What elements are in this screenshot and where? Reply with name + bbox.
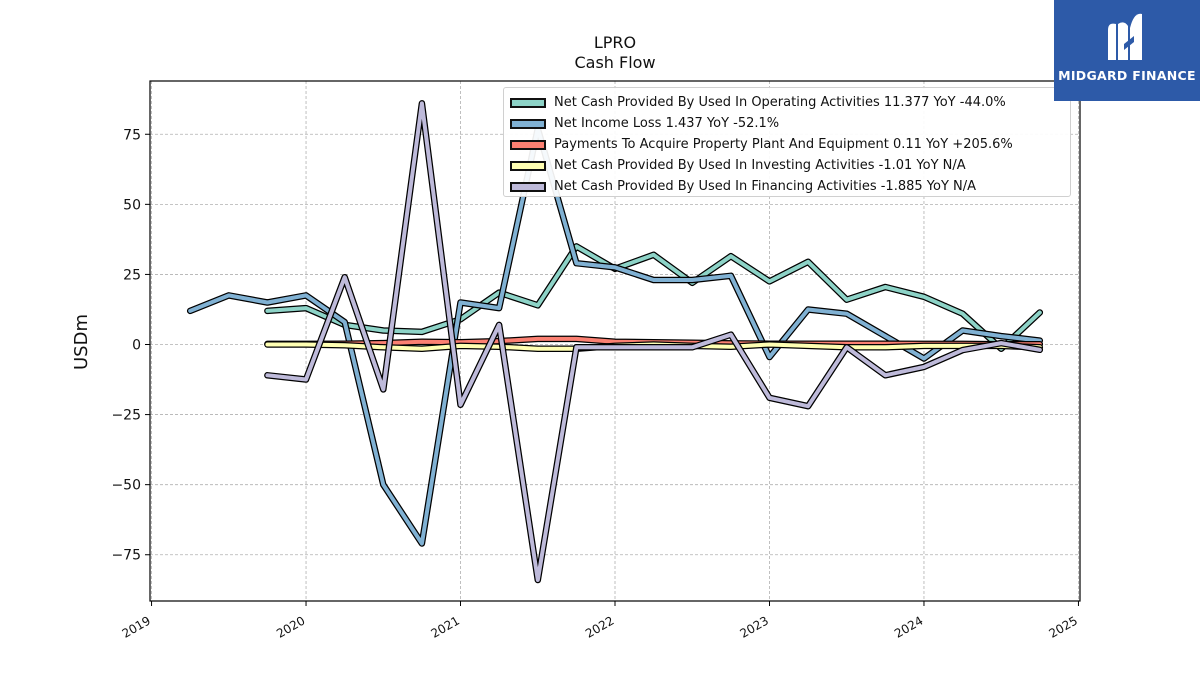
legend-swatch (510, 118, 546, 129)
x-tick-label: 2024 (892, 613, 925, 640)
legend-item: Net Cash Provided By Used In Operating A… (510, 92, 1064, 113)
x-tick-label: 2025 (1047, 613, 1080, 640)
legend-label: Payments To Acquire Property Plant And E… (554, 137, 1013, 152)
y-axis-label: USDm (71, 314, 92, 370)
x-tick-label: 2022 (583, 613, 616, 640)
y-tick-label: 25 (123, 267, 141, 283)
brand-logo-text: MIDGARD FINANCE (1058, 68, 1196, 83)
chart-legend: Net Cash Provided By Used In Operating A… (503, 87, 1071, 197)
legend-label: Net Income Loss 1.437 YoY -52.1% (554, 116, 780, 131)
series-line-0 (265, 244, 1042, 351)
legend-swatch (510, 160, 546, 171)
legend-swatch (510, 97, 546, 108)
y-tick-label: 0 (132, 338, 141, 354)
legend-swatch (510, 181, 546, 192)
x-tick-label: 2023 (738, 613, 771, 640)
y-tick-label: −75 (111, 548, 141, 564)
x-tick-label: 2021 (429, 613, 462, 640)
y-tick-label: −50 (111, 478, 141, 494)
legend-swatch (510, 139, 546, 150)
legend-item: Net Cash Provided By Used In Investing A… (510, 155, 1064, 176)
x-tick-label: 2020 (274, 613, 307, 640)
chart-title: LPRO (593, 33, 637, 52)
brand-mark-icon (1108, 13, 1142, 61)
series-lines (186, 100, 1044, 584)
y-tick-label: 75 (123, 127, 141, 143)
legend-label: Net Cash Provided By Used In Operating A… (554, 95, 1006, 110)
y-tick-label: −25 (111, 408, 141, 424)
x-tick-label: 2019 (120, 613, 153, 640)
brand-logo: MIDGARD FINANCE (1054, 0, 1200, 101)
legend-item: Payments To Acquire Property Plant And E… (510, 134, 1064, 155)
series-line-4 (265, 101, 1042, 582)
y-tick-label: 50 (123, 197, 141, 213)
legend-item: Net Income Loss 1.437 YoY -52.1% (510, 113, 1064, 134)
chart-subtitle: Cash Flow (574, 53, 656, 72)
legend-label: Net Cash Provided By Used In Financing A… (554, 179, 977, 194)
legend-label: Net Cash Provided By Used In Investing A… (554, 158, 966, 173)
legend-item: Net Cash Provided By Used In Financing A… (510, 176, 1064, 197)
